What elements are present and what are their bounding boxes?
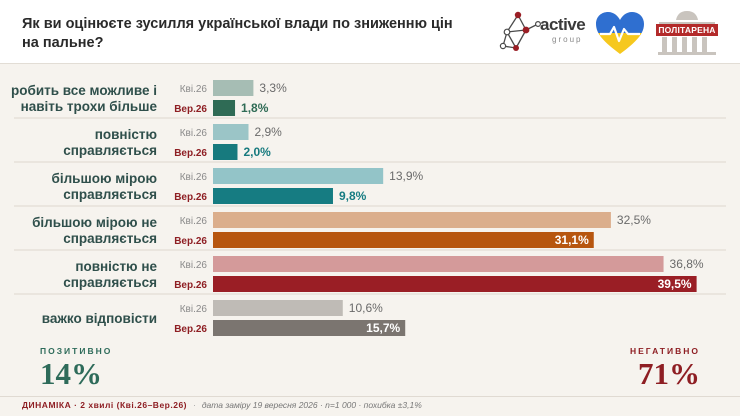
bar-sep — [213, 320, 406, 336]
value-label-sep: 31,1% — [555, 233, 589, 247]
group-word: group — [552, 35, 583, 44]
ukraine-heart-logo — [594, 10, 646, 56]
wave-label-apr: Кві.26 — [180, 172, 208, 183]
network-molecule-icon — [499, 11, 541, 51]
wave-label-sep: Вер.26 — [174, 280, 207, 291]
header: Як ви оцінюєте зусилля української влади… — [0, 0, 740, 64]
value-label-apr: 3,3% — [259, 81, 287, 95]
question-title: Як ви оцінюєте зусилля української влади… — [22, 16, 453, 51]
category-label: справляється — [63, 231, 157, 246]
bar-sep — [213, 188, 333, 204]
politarena-word: ПОЛІТАРЕНА — [656, 24, 718, 36]
bar-apr — [213, 256, 664, 272]
value-label-sep: 39,5% — [658, 277, 692, 291]
wave-label-apr: Кві.26 — [180, 128, 208, 139]
active-word: active — [540, 15, 586, 34]
value-label-apr: 2,9% — [255, 125, 283, 139]
value-label-apr: 13,9% — [389, 169, 423, 183]
category-label: повністю не — [75, 259, 157, 274]
wave-label-sep: Вер.26 — [174, 192, 207, 203]
category-label: більшою мірою не — [32, 215, 157, 230]
building-icon — [658, 11, 716, 55]
footer-separator: · — [193, 400, 196, 410]
wave-label-apr: Кві.26 — [180, 304, 208, 315]
positive-value: 14% — [40, 356, 102, 391]
footer-main: ДИНАМІКА · 2 хвилі (Кві.26–Вер.26) — [22, 400, 188, 410]
negative-summary: НЕГАТИВНО 71% — [630, 346, 700, 391]
positive-title: ПОЗИТИВНО — [40, 346, 113, 356]
bar-apr — [213, 168, 384, 184]
category-label: справляється — [63, 187, 157, 202]
category-label: навіть трохи більше — [21, 99, 158, 114]
bar-apr — [213, 300, 343, 316]
wave-label-sep: Вер.26 — [174, 324, 207, 335]
wave-label-sep: Вер.26 — [174, 236, 207, 247]
value-label-apr: 32,5% — [617, 213, 651, 227]
negative-title: НЕГАТИВНО — [630, 346, 700, 356]
value-label-sep: 15,7% — [366, 321, 400, 335]
category-label: робить все можливе і — [11, 83, 157, 98]
wave-label-apr: Кві.26 — [180, 84, 208, 95]
footer-note: дата заміру 19 вересня 2026 · n=1 000 · … — [201, 400, 422, 410]
politarena-logo: ПОЛІТАРЕНА — [656, 10, 718, 56]
value-label-sep: 9,8% — [339, 189, 367, 203]
value-label-sep: 1,8% — [241, 101, 269, 115]
bar-sep — [213, 276, 697, 292]
active-group-logo: active group — [498, 10, 586, 54]
value-label-apr: 10,6% — [349, 301, 383, 315]
wave-label-apr: Кві.26 — [180, 260, 208, 271]
bar-apr — [213, 80, 254, 96]
negative-value: 71% — [638, 356, 700, 391]
bar-sep — [213, 100, 236, 116]
wave-label-apr: Кві.26 — [180, 216, 208, 227]
category-label: більшою мірою — [51, 171, 157, 186]
wave-label-sep: Вер.26 — [174, 104, 207, 115]
category-label: повністю — [95, 127, 157, 142]
wave-label-sep: Вер.26 — [174, 148, 207, 159]
value-label-sep: 2,0% — [243, 145, 271, 159]
value-label-apr: 36,8% — [670, 257, 704, 271]
positive-summary: ПОЗИТИВНО 14% — [40, 346, 112, 391]
bar-apr — [213, 212, 611, 228]
bar-sep — [213, 144, 238, 160]
category-label: важко відповісти — [42, 311, 157, 326]
bar-sep — [213, 232, 594, 248]
footer: ДИНАМІКА · 2 хвилі (Кві.26–Вер.26) · дата … — [0, 396, 740, 416]
bar-apr — [213, 124, 249, 140]
heart-icon — [596, 12, 644, 54]
category-label: справляється — [63, 143, 157, 158]
category-label: справляється — [63, 275, 157, 290]
